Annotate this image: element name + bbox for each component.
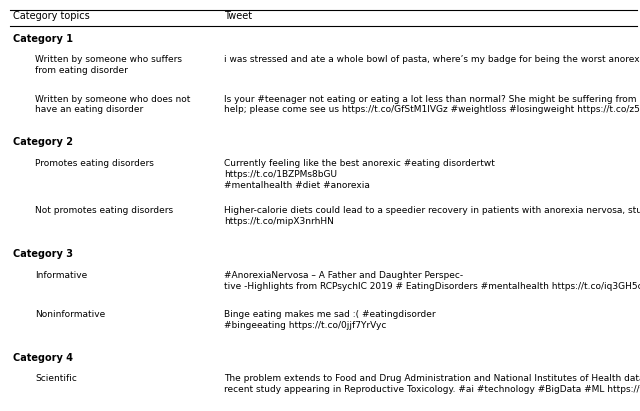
Text: Written by someone who does not
have an eating disorder: Written by someone who does not have an …	[35, 95, 191, 114]
Text: The problem extends to Food and Drug Administration and National Institutes of H: The problem extends to Food and Drug Adm…	[224, 374, 640, 394]
Text: Is your #teenager not eating or eating a lot less than normal? She might be suff: Is your #teenager not eating or eating a…	[224, 95, 640, 114]
Text: #AnorexiaNervosa – A Father and Daughter Perspec-
tive -Highlights from RCPsychI: #AnorexiaNervosa – A Father and Daughter…	[224, 271, 640, 291]
Text: Currently feeling like the best anorexic #eating disordertwt
https://t.co/1BZPMs: Currently feeling like the best anorexic…	[224, 159, 495, 189]
Text: Category 3: Category 3	[13, 249, 73, 259]
Text: Binge eating makes me sad :( #eatingdisorder
#bingeeating https://t.co/0jjf7YrVy: Binge eating makes me sad :( #eatingdiso…	[224, 310, 436, 330]
Text: Higher-calorie diets could lead to a speedier recovery in patients with anorexia: Higher-calorie diets could lead to a spe…	[224, 206, 640, 226]
Text: Category 2: Category 2	[13, 137, 73, 147]
Text: Tweet: Tweet	[224, 11, 252, 21]
Text: Promotes eating disorders: Promotes eating disorders	[35, 159, 154, 168]
Text: Category 4: Category 4	[13, 353, 73, 363]
Text: Category topics: Category topics	[13, 11, 90, 21]
Text: Written by someone who suffers
from eating disorder: Written by someone who suffers from eati…	[35, 55, 182, 75]
Text: Not promotes eating disorders: Not promotes eating disorders	[35, 206, 173, 215]
Text: Noninformative: Noninformative	[35, 310, 106, 319]
Text: i was stressed and ate a whole bowl of pasta, where’s my badge for being the wor: i was stressed and ate a whole bowl of p…	[224, 55, 640, 65]
Text: Scientific: Scientific	[35, 374, 77, 383]
Text: Category 1: Category 1	[13, 34, 73, 44]
Text: Informative: Informative	[35, 271, 88, 280]
